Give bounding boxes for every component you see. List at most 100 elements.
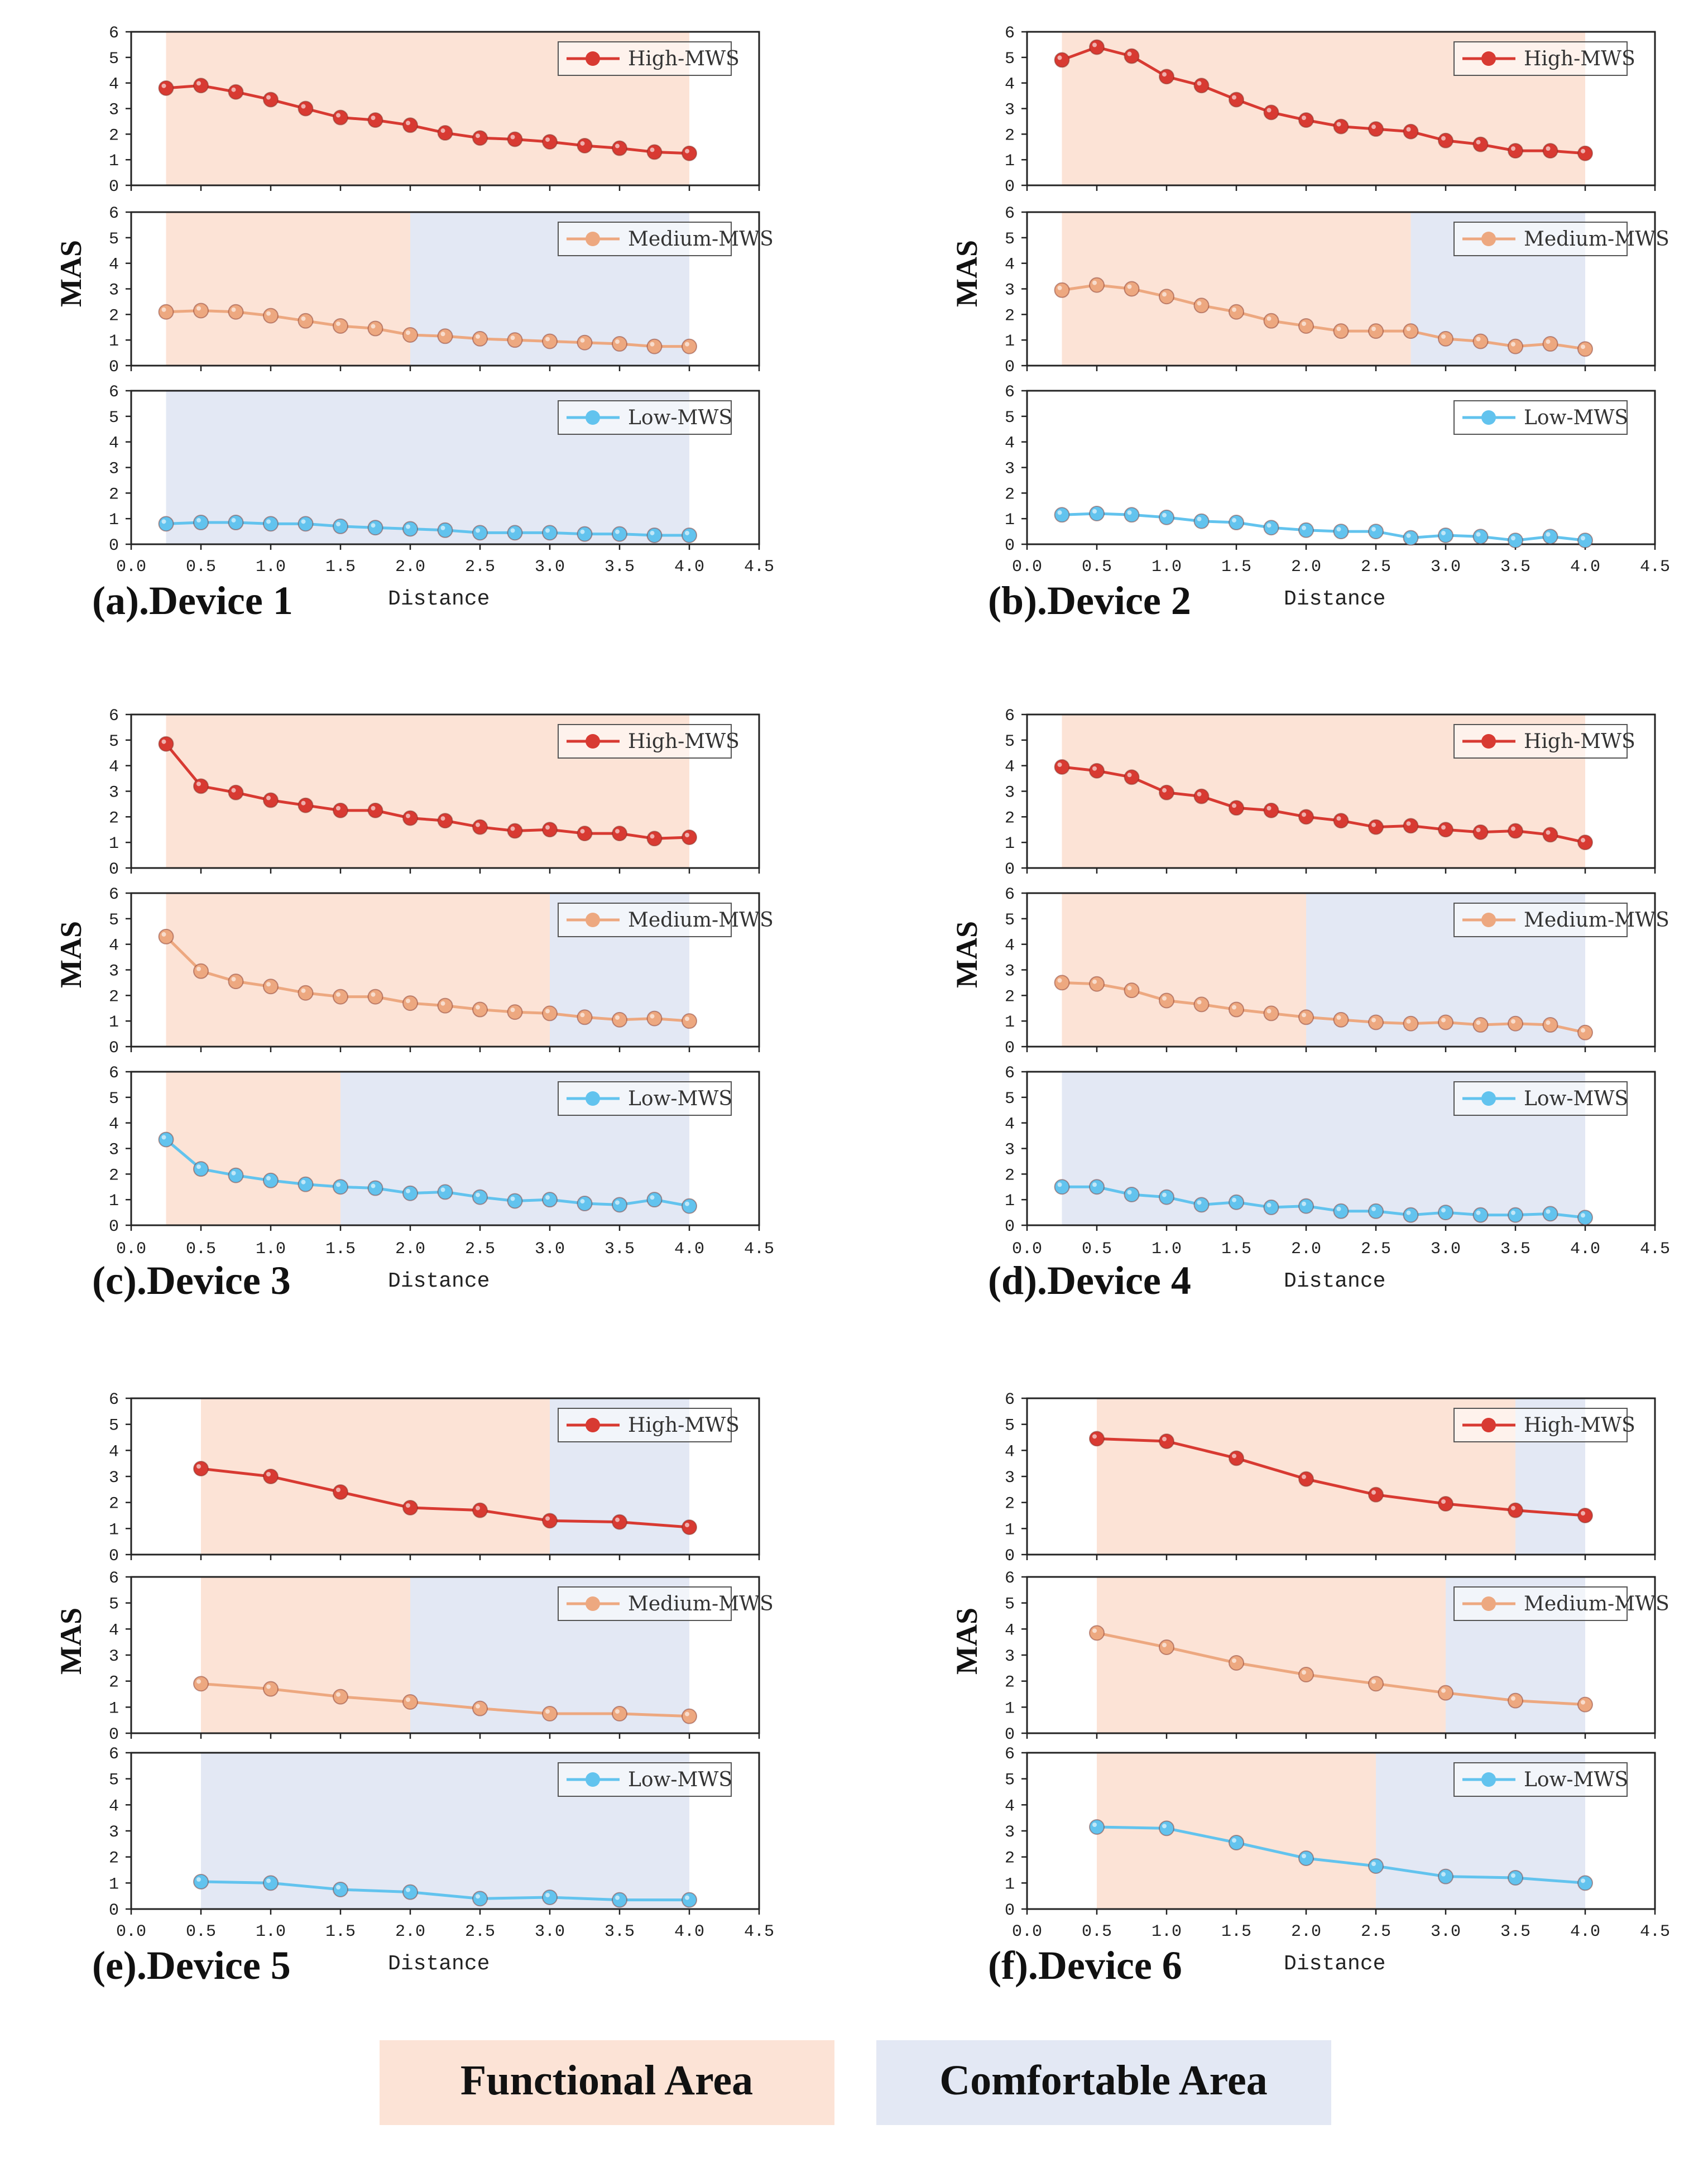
data-point-highlight bbox=[1197, 1200, 1202, 1205]
data-point-highlight bbox=[1406, 533, 1411, 538]
data-point-highlight bbox=[545, 528, 550, 533]
data-point-highlight bbox=[510, 1196, 515, 1201]
data-point bbox=[402, 1694, 418, 1710]
chart-device-1: 0 1 2 3 4 5 6 High-MWS 0 1 2 3 4 5 6 Medium-MWS 0 1 2 3 4 5 6 L… bbox=[54, 24, 774, 623]
x-tick-label: 3.5 bbox=[1500, 558, 1531, 577]
data-point-highlight bbox=[1406, 127, 1411, 132]
x-tick-label: 2.0 bbox=[1291, 1922, 1321, 1941]
data-point-highlight bbox=[510, 826, 515, 831]
data-point-highlight bbox=[1092, 42, 1097, 47]
x-tick-label: 2.5 bbox=[465, 558, 495, 577]
data-point-highlight bbox=[1441, 1018, 1446, 1023]
data-point bbox=[682, 1519, 697, 1535]
y-tick-label: 6 bbox=[109, 1569, 119, 1588]
legend-label: High-MWS bbox=[1524, 47, 1635, 70]
data-point-highlight bbox=[196, 306, 201, 311]
data-point-highlight bbox=[1476, 1020, 1481, 1025]
data-point bbox=[1159, 509, 1174, 525]
data-point-highlight bbox=[1336, 816, 1341, 821]
data-point-highlight bbox=[1302, 1670, 1306, 1675]
series-legend: Low-MWS bbox=[558, 400, 732, 435]
data-point-highlight bbox=[615, 1709, 620, 1714]
data-point bbox=[1263, 1005, 1279, 1022]
data-point bbox=[1508, 1692, 1523, 1709]
data-point bbox=[298, 1176, 314, 1192]
y-tick-label: 1 bbox=[1005, 511, 1015, 530]
data-point-highlight bbox=[196, 1877, 201, 1882]
data-point bbox=[1508, 1015, 1523, 1032]
data-point-highlight bbox=[336, 1692, 340, 1697]
data-point bbox=[1472, 824, 1489, 840]
data-point-highlight bbox=[545, 1009, 550, 1014]
x-tick-label: 1.5 bbox=[1221, 1922, 1251, 1941]
data-point bbox=[612, 1706, 627, 1721]
series-line bbox=[166, 309, 689, 348]
data-point bbox=[1298, 1009, 1314, 1025]
y-tick-label: 6 bbox=[1005, 383, 1015, 402]
y-tick-label: 6 bbox=[109, 1064, 119, 1083]
data-point bbox=[333, 1484, 348, 1500]
y-axis-label: MAS bbox=[54, 1608, 88, 1675]
y-tick-label: 4 bbox=[109, 1442, 119, 1461]
data-point-highlight bbox=[1232, 307, 1236, 312]
data-point-highlight bbox=[545, 1516, 550, 1521]
data-point bbox=[1577, 145, 1593, 161]
data-point-highlight bbox=[301, 519, 306, 524]
legend-label: Low-MWS bbox=[628, 1087, 732, 1110]
data-point bbox=[1577, 1875, 1593, 1891]
data-point-highlight bbox=[1266, 523, 1272, 528]
data-point-highlight bbox=[476, 1704, 480, 1709]
data-point bbox=[263, 1875, 279, 1891]
data-point-highlight bbox=[476, 1505, 480, 1510]
y-tick-label: 5 bbox=[109, 1090, 119, 1109]
data-point bbox=[367, 1180, 383, 1196]
data-point-highlight bbox=[1476, 140, 1481, 145]
data-point-highlight bbox=[196, 518, 201, 523]
x-tick-label: 2.5 bbox=[465, 1240, 495, 1259]
data-point bbox=[263, 308, 279, 324]
data-point-highlight bbox=[476, 133, 480, 138]
data-point-highlight bbox=[371, 324, 376, 329]
x-tick-label: 2.0 bbox=[395, 1922, 425, 1941]
data-point-highlight bbox=[336, 521, 340, 526]
data-point-highlight bbox=[1127, 1190, 1132, 1195]
data-point bbox=[1089, 976, 1105, 992]
y-tick-label: 0 bbox=[109, 1217, 119, 1236]
functional-area-shade bbox=[1097, 1577, 1446, 1733]
data-point bbox=[1298, 318, 1314, 334]
data-point bbox=[1089, 1179, 1105, 1195]
data-point-highlight bbox=[1232, 1838, 1236, 1843]
data-point-highlight bbox=[1336, 327, 1341, 332]
data-point bbox=[228, 515, 244, 531]
x-tick-label: 4.5 bbox=[744, 1240, 774, 1259]
x-axis-label: Distance bbox=[1284, 1952, 1385, 1976]
data-point bbox=[158, 1131, 174, 1148]
data-point bbox=[1229, 1194, 1244, 1210]
data-point bbox=[1229, 1835, 1244, 1850]
data-point-highlight bbox=[1441, 530, 1446, 535]
data-point bbox=[542, 134, 558, 150]
legend-label: Medium-MWS bbox=[1524, 228, 1669, 251]
data-point-highlight bbox=[196, 1679, 201, 1684]
data-point bbox=[1577, 341, 1593, 357]
legend-label: High-MWS bbox=[1524, 730, 1635, 753]
low-mws-panel: 0 1 2 3 4 5 6 Low-MWS bbox=[1005, 383, 1656, 555]
y-tick-label: 1 bbox=[1005, 332, 1015, 351]
data-point-highlight bbox=[685, 1523, 689, 1527]
data-point-highlight bbox=[1441, 825, 1446, 830]
data-point-highlight bbox=[406, 1887, 410, 1892]
legend-marker bbox=[1481, 232, 1496, 246]
data-point bbox=[1508, 338, 1523, 354]
data-point-highlight bbox=[1581, 1511, 1585, 1516]
data-point-highlight bbox=[510, 528, 515, 533]
y-tick-label: 3 bbox=[1005, 962, 1015, 981]
data-point-highlight bbox=[1092, 509, 1097, 514]
x-axis-label: Distance bbox=[388, 1269, 490, 1293]
data-point-highlight bbox=[1441, 334, 1446, 339]
data-point bbox=[1368, 1486, 1384, 1503]
y-tick-label: 0 bbox=[109, 178, 119, 196]
data-point-highlight bbox=[476, 528, 480, 533]
data-point bbox=[1089, 1431, 1105, 1447]
data-point-highlight bbox=[1266, 1202, 1272, 1207]
data-point-highlight bbox=[1266, 108, 1272, 113]
